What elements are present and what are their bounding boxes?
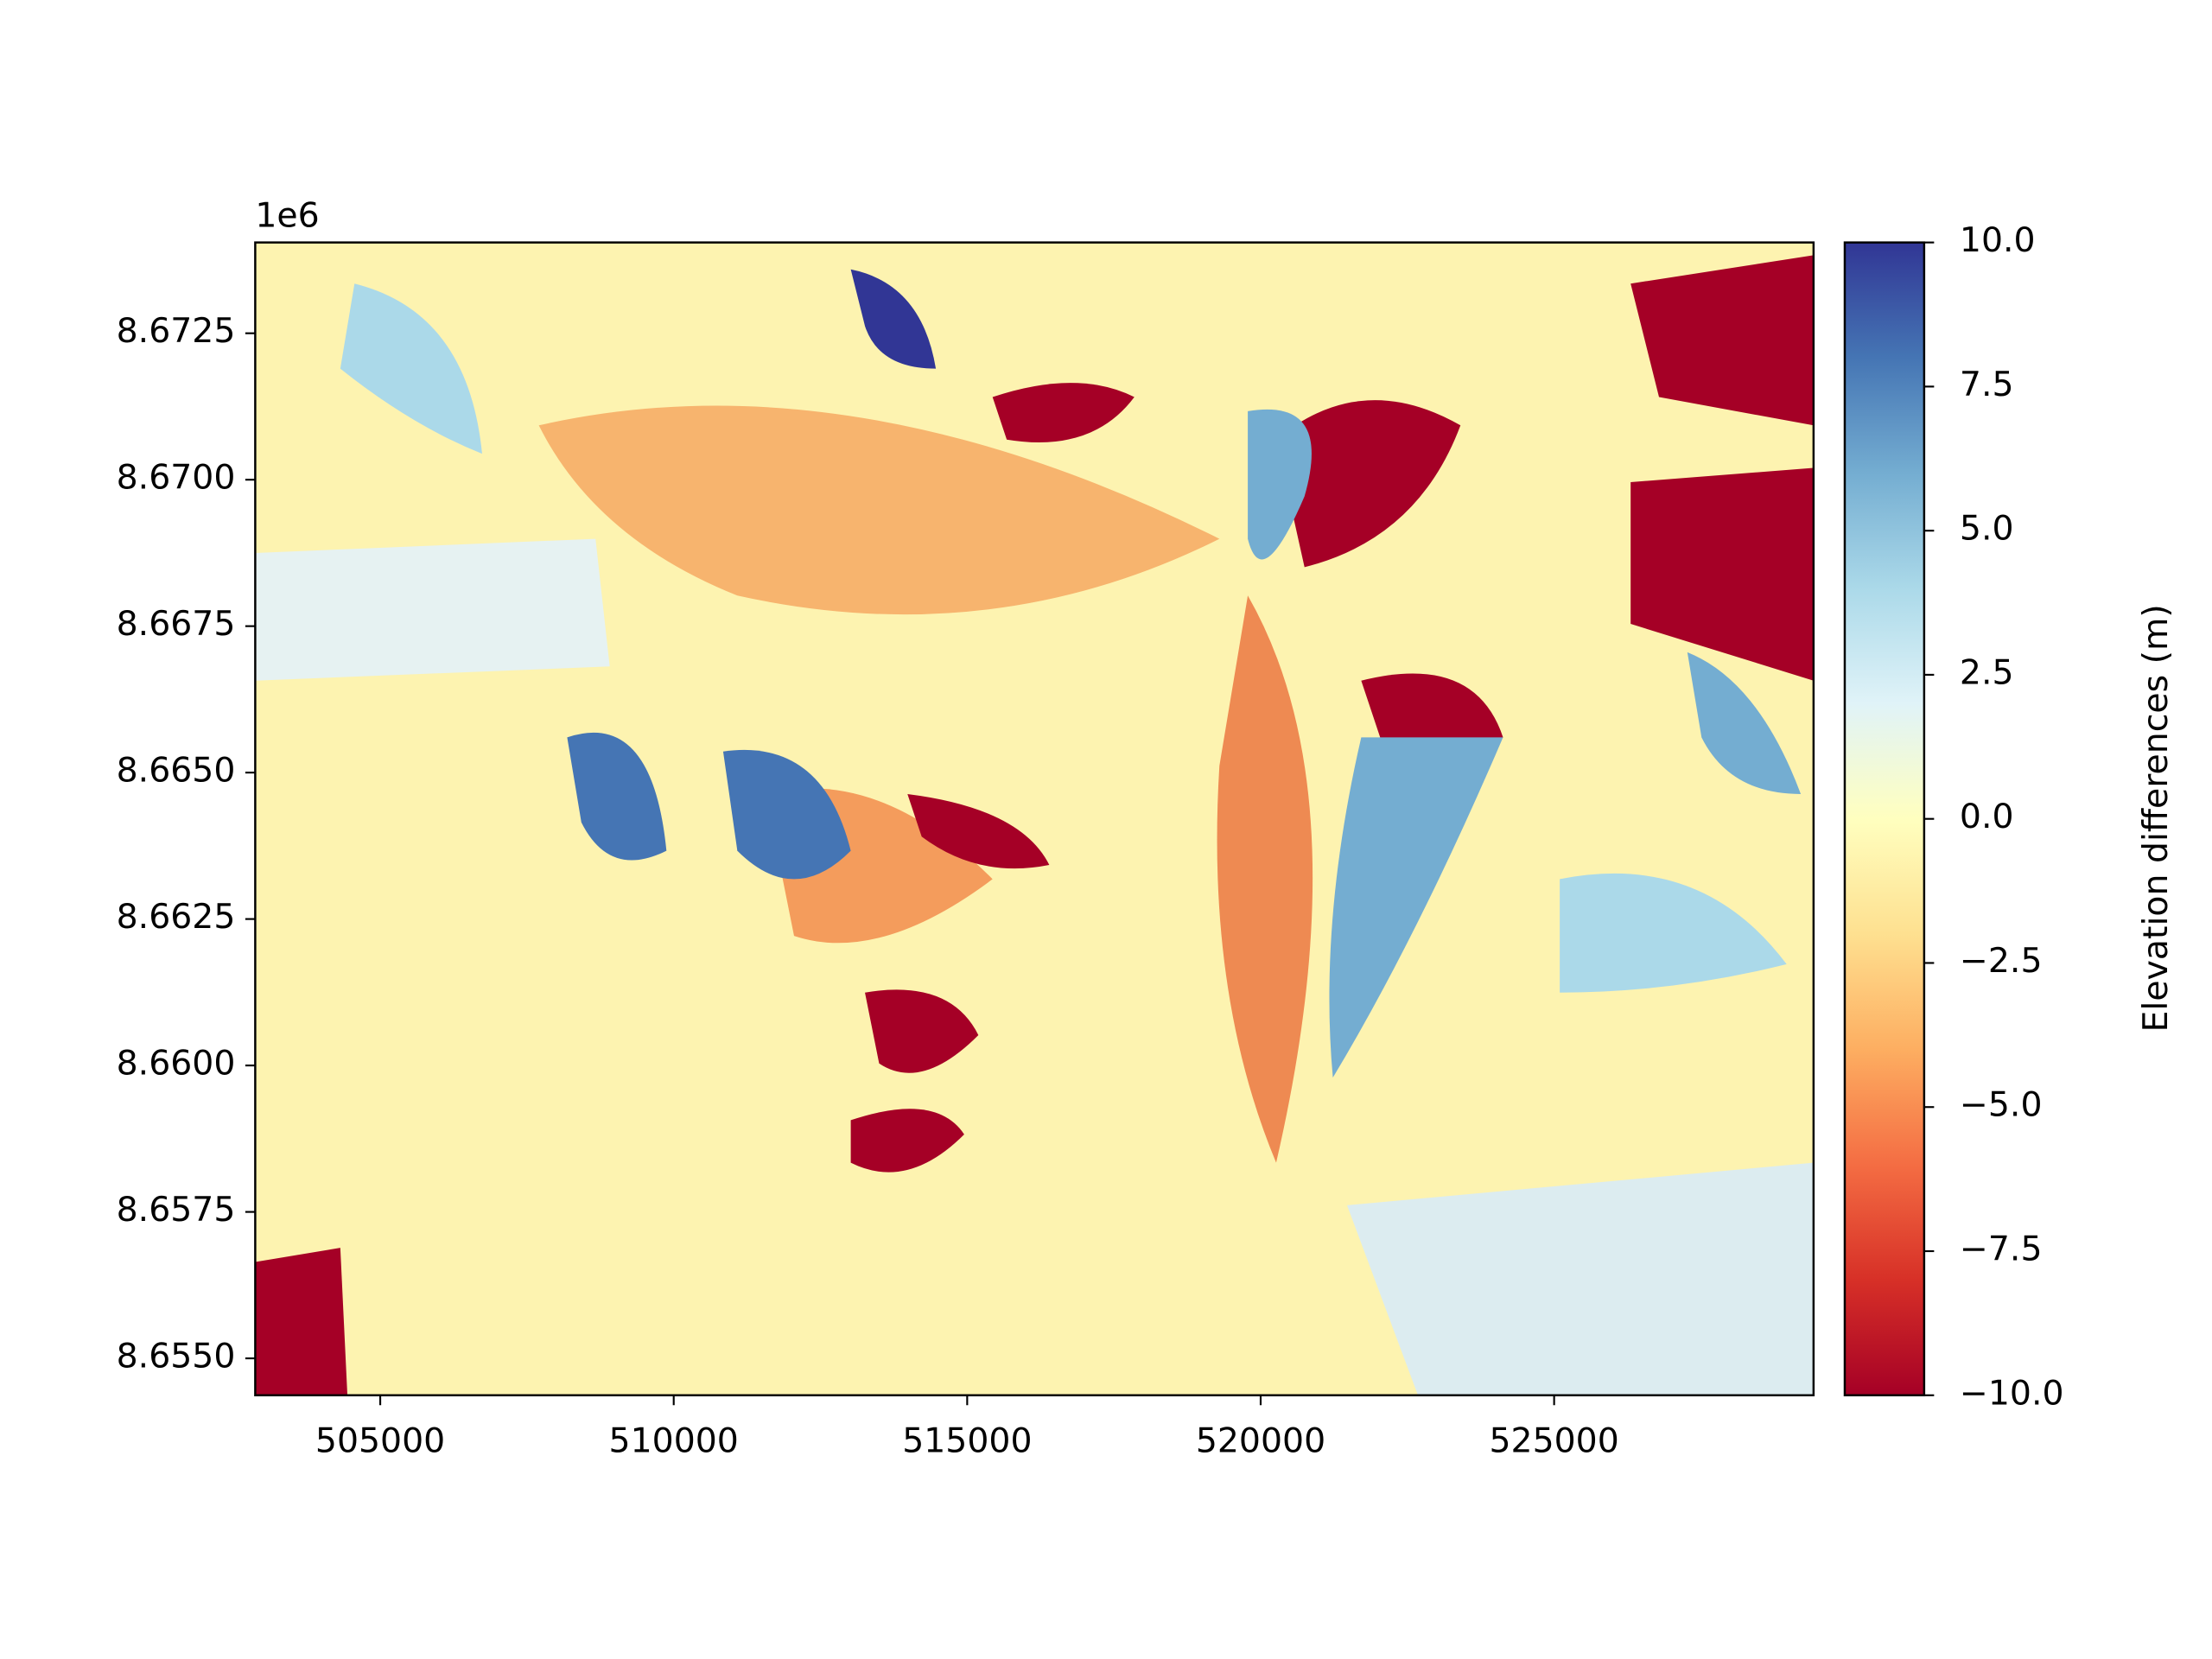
y-tick-label: 8.6650 bbox=[117, 751, 236, 791]
colorbar-tick-label: −10.0 bbox=[1960, 1373, 2064, 1413]
x-tick-label: 505000 bbox=[315, 1421, 445, 1460]
colorbar-tick-label: 10.0 bbox=[1960, 220, 2036, 260]
y-tick-label: 8.6675 bbox=[117, 604, 236, 644]
x-tick-label: 520000 bbox=[1196, 1421, 1325, 1460]
colorbar-tick-label: −7.5 bbox=[1960, 1230, 2043, 1269]
y-tick-label: 8.6600 bbox=[117, 1044, 236, 1084]
x-tick-label: 515000 bbox=[902, 1421, 1032, 1460]
raster bbox=[255, 242, 1814, 1395]
colorbar-tick-label: 0.0 bbox=[1960, 797, 2014, 836]
colorbar-tick-label: 5.0 bbox=[1960, 509, 2014, 549]
y-tick-label: 8.6700 bbox=[117, 458, 236, 498]
y-offset-label: 1e6 bbox=[255, 196, 319, 236]
colorbar-tick-label: −2.5 bbox=[1960, 941, 2043, 981]
y-tick-label: 8.6725 bbox=[117, 311, 236, 351]
y-tick-label: 8.6550 bbox=[117, 1337, 236, 1376]
colorbar-tick-label: 7.5 bbox=[1960, 365, 2014, 404]
colorbar-tick-label: 2.5 bbox=[1960, 652, 2014, 692]
y-tick-label: 8.6575 bbox=[117, 1190, 236, 1230]
colorbar-label: Elevation differences (m) bbox=[2136, 604, 2176, 1032]
x-tick-label: 525000 bbox=[1489, 1421, 1618, 1460]
colorbar-tick-label: −5.0 bbox=[1960, 1085, 2043, 1125]
colorbar bbox=[1843, 241, 1926, 1396]
x-tick-label: 510000 bbox=[609, 1421, 739, 1460]
y-tick-label: 8.6625 bbox=[117, 897, 236, 937]
plot-frame bbox=[254, 241, 1815, 1396]
